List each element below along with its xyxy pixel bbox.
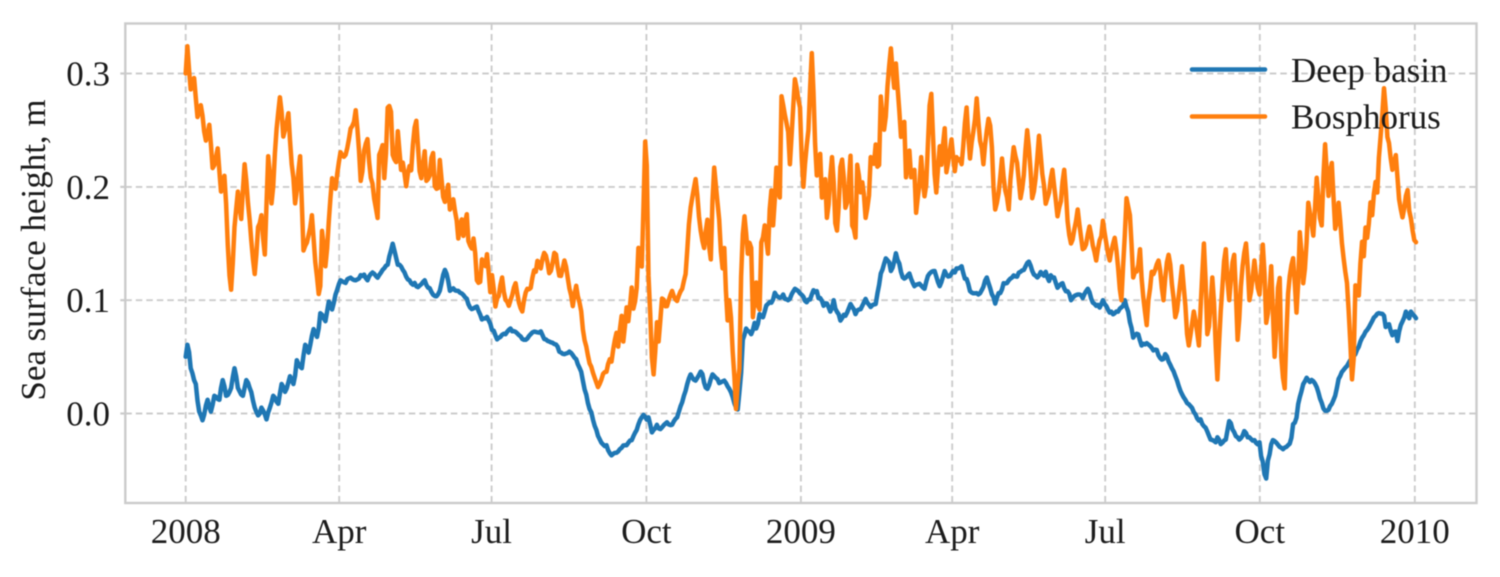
svg-text:Jul: Jul — [471, 512, 512, 551]
svg-text:0.3: 0.3 — [66, 55, 110, 94]
svg-text:0.0: 0.0 — [66, 395, 110, 434]
svg-text:0.2: 0.2 — [66, 168, 110, 207]
svg-text:2009: 2009 — [766, 512, 836, 551]
svg-text:Deep basin: Deep basin — [1291, 51, 1447, 90]
svg-text:Oct: Oct — [1235, 512, 1286, 551]
svg-text:2010: 2010 — [1380, 512, 1450, 551]
svg-text:Apr: Apr — [925, 512, 980, 551]
svg-text:0.1: 0.1 — [66, 281, 110, 320]
svg-text:Oct: Oct — [621, 512, 672, 551]
svg-text:Bosphorus: Bosphorus — [1291, 98, 1441, 137]
svg-text:2008: 2008 — [151, 512, 221, 551]
svg-text:Apr: Apr — [312, 512, 367, 551]
svg-text:Sea surface height, m: Sea surface height, m — [14, 99, 53, 400]
svg-text:Jul: Jul — [1085, 512, 1126, 551]
